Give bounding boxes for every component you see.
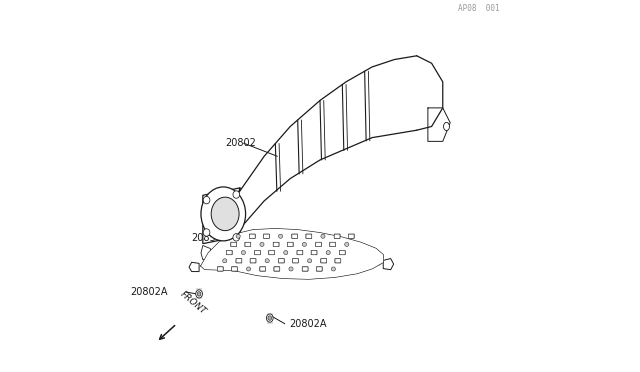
Polygon shape [238, 56, 417, 231]
FancyBboxPatch shape [273, 242, 279, 247]
FancyBboxPatch shape [335, 259, 341, 263]
Ellipse shape [278, 234, 283, 238]
Ellipse shape [284, 251, 288, 255]
FancyBboxPatch shape [292, 234, 298, 238]
Ellipse shape [236, 234, 240, 238]
FancyBboxPatch shape [250, 259, 256, 263]
Text: 20851: 20851 [191, 233, 223, 243]
FancyBboxPatch shape [273, 243, 279, 247]
FancyBboxPatch shape [231, 243, 237, 247]
FancyBboxPatch shape [250, 234, 255, 238]
FancyBboxPatch shape [260, 267, 266, 271]
FancyBboxPatch shape [316, 243, 321, 247]
Text: 20802: 20802 [225, 138, 256, 148]
FancyBboxPatch shape [250, 259, 256, 263]
FancyBboxPatch shape [218, 267, 223, 271]
FancyBboxPatch shape [245, 243, 251, 247]
FancyBboxPatch shape [306, 234, 312, 238]
FancyBboxPatch shape [232, 267, 237, 271]
Ellipse shape [326, 251, 330, 255]
FancyBboxPatch shape [321, 259, 326, 263]
Polygon shape [201, 229, 383, 279]
Ellipse shape [196, 290, 202, 298]
FancyBboxPatch shape [278, 259, 284, 263]
FancyBboxPatch shape [287, 243, 293, 247]
FancyBboxPatch shape [231, 242, 237, 247]
FancyBboxPatch shape [339, 250, 346, 255]
FancyBboxPatch shape [227, 250, 232, 255]
FancyBboxPatch shape [334, 234, 340, 238]
Ellipse shape [241, 251, 246, 255]
Ellipse shape [203, 229, 210, 236]
Ellipse shape [197, 292, 201, 296]
FancyBboxPatch shape [321, 259, 326, 263]
FancyBboxPatch shape [218, 267, 223, 271]
Ellipse shape [233, 191, 239, 198]
FancyBboxPatch shape [302, 267, 308, 271]
FancyBboxPatch shape [255, 251, 260, 255]
FancyBboxPatch shape [297, 251, 303, 255]
Polygon shape [371, 254, 383, 265]
FancyBboxPatch shape [227, 251, 232, 255]
FancyBboxPatch shape [260, 267, 266, 271]
Text: FRONT: FRONT [179, 289, 208, 316]
Polygon shape [383, 259, 394, 270]
FancyBboxPatch shape [348, 234, 354, 238]
Polygon shape [201, 246, 212, 260]
Text: 20802A: 20802A [130, 287, 168, 297]
Text: AP08  001: AP08 001 [458, 4, 499, 13]
Ellipse shape [260, 243, 264, 246]
FancyBboxPatch shape [334, 234, 340, 238]
FancyBboxPatch shape [311, 250, 317, 255]
Ellipse shape [332, 267, 335, 271]
FancyBboxPatch shape [274, 267, 280, 271]
FancyBboxPatch shape [292, 234, 298, 238]
FancyBboxPatch shape [255, 250, 260, 255]
Ellipse shape [268, 316, 271, 320]
FancyBboxPatch shape [269, 250, 275, 255]
FancyBboxPatch shape [292, 259, 298, 263]
FancyBboxPatch shape [292, 259, 298, 263]
FancyBboxPatch shape [306, 234, 312, 238]
FancyBboxPatch shape [330, 243, 335, 247]
FancyBboxPatch shape [274, 267, 280, 271]
FancyBboxPatch shape [316, 242, 321, 247]
FancyBboxPatch shape [297, 250, 303, 255]
FancyBboxPatch shape [264, 234, 269, 238]
Text: 20802A: 20802A [289, 319, 326, 328]
Ellipse shape [211, 197, 239, 231]
Ellipse shape [201, 187, 246, 241]
FancyBboxPatch shape [302, 267, 308, 271]
FancyBboxPatch shape [335, 259, 340, 263]
Ellipse shape [266, 314, 273, 322]
FancyBboxPatch shape [348, 234, 354, 238]
FancyBboxPatch shape [287, 242, 293, 247]
FancyBboxPatch shape [250, 234, 255, 238]
Ellipse shape [233, 234, 239, 241]
Ellipse shape [302, 243, 307, 246]
Ellipse shape [307, 259, 312, 263]
FancyBboxPatch shape [330, 242, 335, 247]
Ellipse shape [321, 234, 325, 238]
Ellipse shape [223, 259, 227, 263]
Ellipse shape [289, 267, 293, 271]
Polygon shape [203, 188, 240, 244]
FancyBboxPatch shape [311, 251, 317, 255]
FancyBboxPatch shape [340, 251, 345, 255]
FancyBboxPatch shape [236, 259, 242, 263]
Ellipse shape [345, 243, 349, 246]
Ellipse shape [203, 196, 210, 204]
Polygon shape [189, 262, 199, 272]
FancyBboxPatch shape [236, 259, 242, 263]
FancyBboxPatch shape [232, 267, 237, 271]
Ellipse shape [246, 267, 251, 271]
FancyBboxPatch shape [316, 267, 322, 271]
Ellipse shape [444, 122, 449, 131]
FancyBboxPatch shape [245, 242, 251, 247]
Ellipse shape [265, 259, 269, 263]
FancyBboxPatch shape [264, 234, 269, 238]
FancyBboxPatch shape [316, 267, 322, 271]
FancyBboxPatch shape [278, 259, 284, 263]
FancyBboxPatch shape [269, 251, 275, 255]
